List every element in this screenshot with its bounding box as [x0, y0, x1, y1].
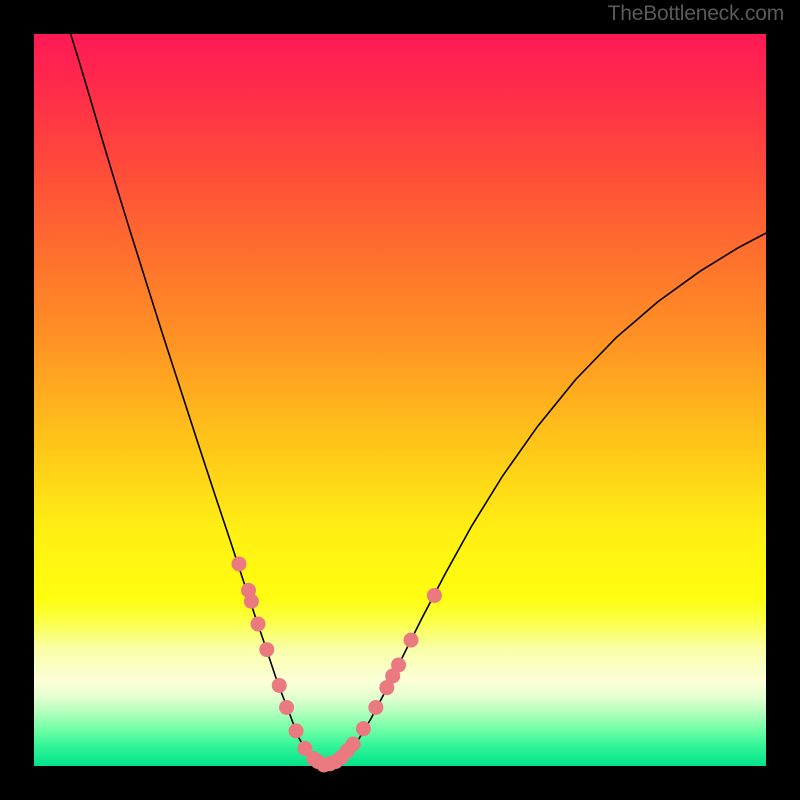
data-marker — [272, 678, 287, 693]
data-marker — [346, 737, 361, 752]
data-marker — [391, 657, 406, 672]
data-marker — [368, 700, 383, 715]
data-marker — [289, 723, 304, 738]
data-marker — [356, 721, 371, 736]
bottleneck-chart — [0, 0, 800, 800]
data-marker — [250, 616, 265, 631]
data-marker — [244, 594, 259, 609]
data-marker — [259, 642, 274, 657]
watermark-text: TheBottleneck.com — [608, 2, 784, 26]
data-marker — [279, 700, 294, 715]
plot-background — [34, 34, 766, 766]
data-marker — [427, 588, 442, 603]
data-marker — [403, 633, 418, 648]
chart-container: { "watermark": "TheBottleneck.com", "cha… — [0, 0, 800, 800]
data-marker — [231, 556, 246, 571]
